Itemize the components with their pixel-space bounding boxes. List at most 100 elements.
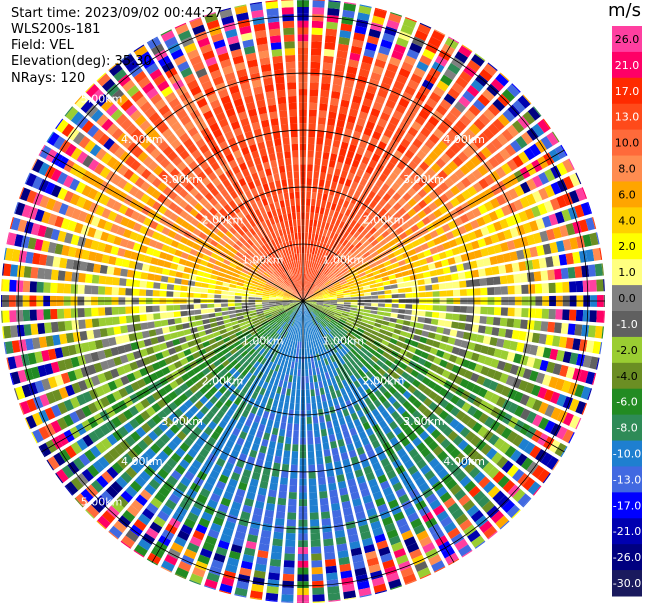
ray-gate — [377, 368, 386, 376]
ray-gate — [350, 291, 358, 295]
ray-gate — [391, 541, 404, 552]
ray-gate — [55, 472, 64, 484]
ray-gate — [370, 355, 379, 363]
ray-gate — [497, 113, 510, 127]
ray-gate — [296, 389, 301, 397]
ray-gate — [330, 301, 338, 304]
ray-gate — [245, 380, 253, 389]
ray-gate — [145, 346, 155, 355]
ray-gate — [222, 414, 231, 423]
ray-gate — [261, 373, 268, 381]
ray-gate — [438, 342, 447, 351]
ray-gate — [467, 448, 479, 460]
ray-gate — [466, 288, 474, 296]
ray-gate — [445, 478, 458, 490]
ray-gate — [386, 326, 395, 333]
ray-gate — [433, 463, 445, 474]
ray-gate — [61, 465, 75, 479]
ray-gate — [496, 456, 509, 469]
ray-gate — [378, 295, 386, 299]
ray-gate — [394, 323, 403, 330]
ray-gate — [537, 469, 550, 483]
ray-gate — [574, 266, 583, 278]
ray-gate — [120, 490, 134, 503]
ray-gate — [345, 400, 353, 409]
ray-gate — [343, 302, 351, 305]
ray-gate — [330, 202, 337, 211]
ray-gate — [362, 343, 371, 351]
ray-gate — [200, 293, 208, 298]
ray-gate — [312, 247, 316, 255]
ray-gate — [417, 279, 425, 286]
ray-gate — [228, 287, 236, 292]
ray-gate — [348, 534, 360, 543]
ray-gate — [482, 160, 494, 173]
ray-gate — [467, 361, 477, 371]
ray-gate — [390, 363, 399, 372]
ray-gate — [372, 363, 381, 372]
ray-gate — [309, 296, 317, 300]
ray-gate — [559, 364, 569, 378]
ray-gate — [77, 379, 88, 392]
ray-gate — [315, 305, 323, 309]
ray-gate — [262, 307, 270, 311]
ray-gate — [330, 496, 340, 505]
ray-gate — [192, 351, 201, 360]
ray-gate — [551, 131, 560, 143]
ray-gate — [276, 327, 283, 334]
ray-gate — [71, 382, 82, 394]
ray-gate — [127, 142, 139, 154]
ray-gate — [134, 402, 145, 413]
ray-gate — [122, 363, 133, 374]
ray-gate — [132, 350, 142, 360]
ray-gate — [404, 85, 416, 97]
ray-gate — [180, 310, 188, 317]
ray-gate — [207, 230, 216, 239]
ray-gate — [250, 520, 261, 530]
ray-gate — [501, 162, 513, 175]
ray-gate — [289, 300, 297, 301]
ray-gate — [41, 240, 50, 253]
ray-gate — [245, 319, 253, 325]
ray-gate — [325, 28, 338, 37]
ray-gate — [384, 69, 396, 80]
ray-gate — [188, 274, 197, 281]
ray-gate — [480, 443, 492, 456]
ray-gate — [167, 440, 178, 451]
ray-gate — [437, 450, 448, 462]
ray-gate — [483, 63, 497, 77]
ray-gate — [291, 293, 298, 298]
ray-gate — [293, 348, 297, 356]
ray-gate — [129, 172, 140, 184]
ray-gate — [152, 249, 161, 258]
ray-gate — [311, 553, 322, 561]
ray-gate — [389, 279, 398, 285]
ray-gate — [322, 531, 333, 540]
ray-gate — [283, 304, 290, 307]
ray-gate — [398, 523, 411, 535]
ray-gate — [157, 410, 168, 421]
ray-gate — [472, 137, 485, 149]
ray-gate — [467, 251, 476, 261]
ray-gate — [116, 226, 126, 236]
ray-gate — [265, 283, 273, 288]
ray-gate — [204, 328, 213, 335]
ray-gate — [211, 226, 220, 234]
ray-gate — [514, 307, 522, 317]
ray-gate — [322, 214, 328, 223]
ray-gate — [199, 487, 211, 498]
ray-gate — [407, 187, 417, 197]
ray-gate — [499, 72, 510, 82]
ray-gate — [186, 369, 196, 378]
ray-gate — [315, 388, 320, 396]
ray-gate — [408, 143, 419, 154]
ray-gate — [309, 302, 317, 305]
ray-gate — [413, 67, 426, 78]
ray-gate — [411, 409, 422, 420]
ray-gate — [431, 311, 440, 319]
ray-gate — [378, 419, 388, 429]
ray-gate — [15, 280, 24, 292]
ray-gate — [510, 449, 522, 463]
ray-gate — [304, 307, 308, 315]
ray-gate — [166, 283, 175, 291]
